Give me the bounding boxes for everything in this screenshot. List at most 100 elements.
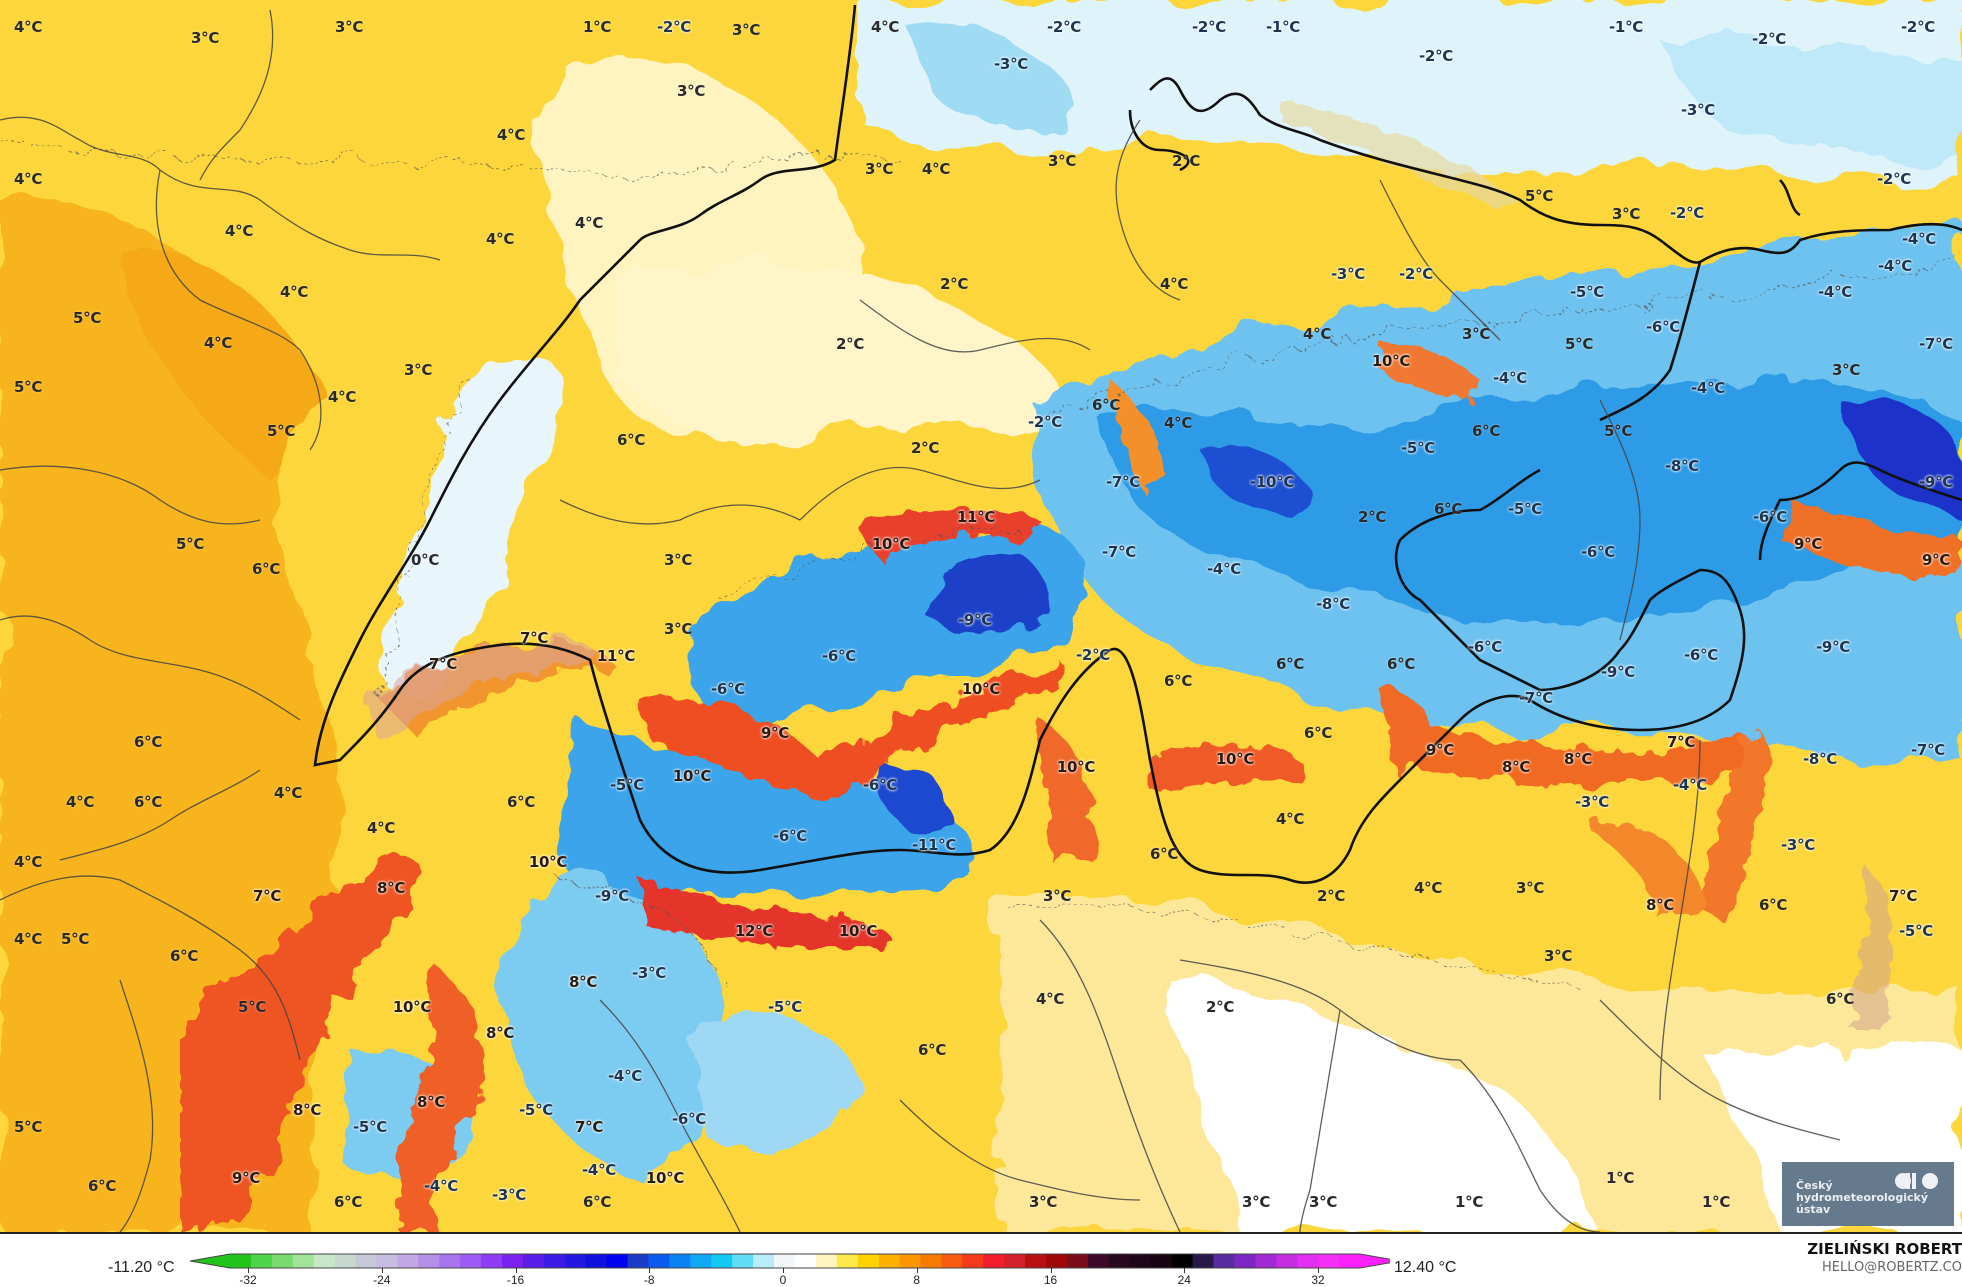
temperature-label: 4°C [13,170,43,188]
temperature-label: -6°C [1753,508,1787,526]
temperature-label: 5°C [1603,422,1633,440]
temperature-label: 9°C [760,724,790,742]
logo-line-3: ústav [1796,1203,1831,1216]
temperature-label: -2°C [1399,265,1433,283]
tick-label: 8 [913,1273,921,1287]
temperature-label: -2°C [1419,47,1453,65]
temperature-label: -7°C [1911,741,1945,759]
temperature-label: -7°C [1106,473,1140,491]
temperature-label: 5°C [266,422,296,440]
temperature-label: -3°C [1781,836,1815,854]
temperature-label: 4°C [1035,990,1065,1008]
tick-label: 32 [1311,1273,1325,1287]
temperature-field [0,0,1962,1232]
tick-mark [515,1268,517,1273]
temperature-label: 8°C [1563,750,1593,768]
temperature-label: 3°C [676,82,706,100]
temperature-label: 3°C [190,29,220,47]
temperature-label: 6°C [506,793,536,811]
temperature-label: -6°C [822,647,856,665]
temperature-label: 3°C [1543,947,1573,965]
temperature-label: 4°C [65,793,95,811]
temperature-label: 6°C [917,1041,947,1059]
temperature-label: 9°C [231,1169,261,1187]
temperature-label: 8°C [485,1024,515,1042]
temperature-label: 4°C [13,930,43,948]
temperature-label: 6°C [333,1193,363,1211]
chmi-logo-icon [1895,1173,1938,1189]
temperature-label: -8°C [1665,457,1699,475]
temperature-label: 10°C [838,922,878,940]
temperature-label: 9°C [1921,551,1951,569]
temperature-label: 3°C [864,160,894,178]
temperature-label: 5°C [13,1118,43,1136]
temperature-label: -7°C [1919,335,1953,353]
regional-borders [0,9,1841,1232]
temperature-label: -9°C [595,887,629,905]
temperature-label: 4°C [1302,325,1332,343]
temperature-label: 5°C [60,930,90,948]
temperature-label: -2°C [1901,18,1935,36]
temperature-map: 4°C 3°C 3°C 1°C -2°C 3°C 4°C -2°C -2°C -1°C -1°C -2… [0,0,1962,1234]
temperature-label: 2°C [1205,998,1235,1016]
temperature-label: -4°C [1902,230,1936,248]
temperature-label: 10°C [528,853,568,871]
temperature-label: -5°C [1508,500,1542,518]
chmi-logo-text: Český hydrometeorologický ústav [1796,1180,1928,1216]
temperature-label: 2°C [939,275,969,293]
temperature-label: 4°C [224,222,254,240]
temperature-label: 4°C [203,334,233,352]
tick-mark [783,1268,784,1273]
temperature-label: -5°C [610,776,644,794]
legend-min-value: -11.20 °C [108,1259,175,1276]
temperature-label: 5°C [175,535,205,553]
tick-label: 0 [779,1273,787,1287]
logo-line-1: Český [1796,1179,1833,1192]
temperature-label: 6°C [1386,655,1416,673]
temperature-label: 4°C [366,819,396,837]
temperature-label: 4°C [1159,275,1189,293]
temperature-label: -2°C [657,18,691,36]
temperature-label: -4°C [1878,257,1912,275]
temperature-label: 12°C [734,922,774,940]
temperature-label: 4°C [496,126,526,144]
temperature-label: -11°C [911,836,957,854]
tick-mark [1318,1268,1319,1273]
author-email: HELLO@ROBERTZ.CO [1821,1260,1962,1275]
temperature-label: 5°C [72,309,102,327]
tick-label: -32 [239,1273,257,1287]
temperature-label: -2°C [1752,30,1786,48]
temperature-label: -6°C [863,776,897,794]
tick-mark [916,1268,918,1273]
temperature-label: 6°C [1091,396,1121,414]
temperature-label: 6°C [87,1177,117,1195]
temperature-label: 3°C [1831,361,1861,379]
temperature-label: -4°C [1673,776,1707,794]
tick-label: 16 [1043,1273,1058,1287]
temperature-label: -8°C [1316,595,1350,613]
temperature-label: 3°C [663,620,693,638]
temperature-label: 3°C [334,18,364,36]
temperature-label: 2°C [835,335,865,353]
temperature-label: 6°C [1303,724,1333,742]
temperature-label: 2°C [1316,887,1346,905]
temperature-label: -2°C [1028,413,1062,431]
temperature-label: 3°C [731,21,761,39]
temperature-label: 4°C [327,388,357,406]
temperature-label: 6°C [1471,422,1501,440]
temperature-label: -5°C [519,1101,553,1119]
temperature-label: -1°C [1266,18,1300,36]
temperature-label: -5°C [768,998,802,1016]
temperature-label: 9°C [1793,535,1823,553]
temperature-label: 3°C [1515,879,1545,897]
temperature-label: -2°C [1670,204,1704,222]
temperature-label: 3°C [663,551,693,569]
temperature-label: -9°C [1601,663,1635,681]
tick-mark [381,1268,383,1273]
temperature-label: 8°C [568,973,598,991]
temperature-label: 4°C [921,160,951,178]
legend-max-value: 12.40 °C [1394,1259,1457,1276]
temperature-label: -3°C [1331,265,1365,283]
temperature-label: -6°C [1646,318,1680,336]
temperature-label: 6°C [1275,655,1305,673]
